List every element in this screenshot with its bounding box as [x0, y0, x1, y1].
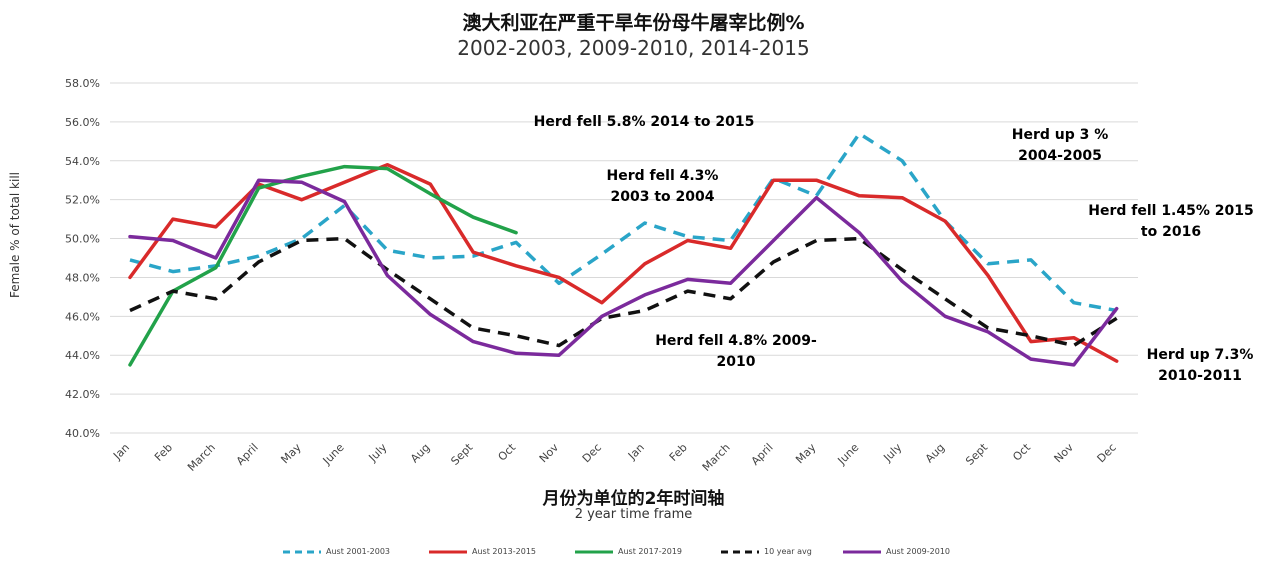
x-tick-label: Aug	[408, 441, 432, 465]
legend-label: 10 year avg	[764, 547, 812, 556]
annotation-herd-up-2004-2005: Herd up 3 % 2004-2005	[1011, 127, 1109, 164]
x-tick-label: March	[185, 441, 218, 474]
annotation-herd-up-2010-2011: Herd up 7.3% 2010-2011	[1146, 347, 1254, 384]
x-tick-label: Sept	[963, 440, 990, 467]
x-tick-label: July	[880, 441, 904, 465]
x-tick-label: Feb	[152, 441, 175, 464]
series-line-1	[128, 162, 1119, 363]
legend-label: Aust 2009-2010	[886, 547, 950, 556]
series-line-3	[129, 236, 1118, 348]
y-tick-label: 48.0%	[65, 271, 100, 284]
y-tick-label: 52.0%	[65, 194, 100, 207]
y-axis-label: Female % of total kill	[8, 172, 22, 299]
legend-label: Aust 2017-2019	[618, 547, 682, 556]
x-tick-label: May	[793, 441, 819, 467]
x-tick-label: June	[320, 441, 347, 468]
series-line-4	[128, 178, 1119, 367]
x-tick-label: March	[700, 441, 733, 474]
legend-label: Aust 2001-2003	[326, 547, 390, 556]
x-tick-label: Nov	[1052, 441, 1077, 466]
x-tick-label: Oct	[1010, 440, 1033, 463]
x-tick-label: July	[366, 441, 390, 465]
annotation-herd-fell-2014-2015: Herd fell 5.8% 2014 to 2015	[533, 114, 755, 130]
annotation-herd-fell-2015-2016: Herd fell 1.45% 2015 to 2016	[1088, 203, 1254, 240]
x-tick-label: Dec	[580, 441, 604, 465]
x-axis-label-english: 2 year time frame	[574, 507, 693, 522]
y-tick-label: 50.0%	[65, 233, 100, 246]
chart-title: 澳大利亚在严重干旱年份母牛屠宰比例%	[462, 12, 805, 34]
y-tick-label: 40.0%	[65, 427, 100, 440]
x-tick-label: Dec	[1095, 441, 1119, 465]
x-tick-label: Nov	[537, 441, 562, 466]
x-tick-label: Oct	[496, 440, 519, 463]
chart-subtitle: 2002-2003, 2009-2010, 2014-2015	[457, 36, 810, 60]
x-tick-label: April	[749, 441, 776, 468]
x-tick-label: Sept	[448, 440, 475, 467]
annotation-herd-fell-2009-2010: Herd fell 4.8% 2009- 2010	[655, 333, 817, 370]
x-tick-label: Feb	[667, 441, 690, 464]
y-tick-label: 56.0%	[65, 116, 100, 129]
y-tick-label: 42.0%	[65, 388, 100, 401]
legend-label: Aust 2013-2015	[472, 547, 536, 556]
x-tick-label: May	[278, 441, 304, 467]
chart-legend: Aust 2001-2003 Aust 2013-2015 Aust 2017-…	[0, 546, 1267, 560]
y-tick-label: 58.0%	[65, 77, 100, 90]
y-tick-label: 54.0%	[65, 155, 100, 168]
x-tick-label: April	[234, 441, 261, 468]
x-tick-label: Aug	[923, 441, 947, 465]
annotation-herd-fell-2003-2004: Herd fell 4.3% 2003 to 2004	[606, 168, 719, 205]
series-line-2	[128, 164, 518, 367]
x-axis-label-chinese: 月份为单位的2年时间轴	[542, 489, 725, 509]
x-tick-label: Jan	[110, 441, 132, 463]
x-tick-label: June	[835, 441, 862, 468]
y-tick-label: 44.0%	[65, 349, 100, 362]
y-tick-label: 46.0%	[65, 310, 100, 323]
x-tick-label: Jan	[625, 441, 647, 463]
